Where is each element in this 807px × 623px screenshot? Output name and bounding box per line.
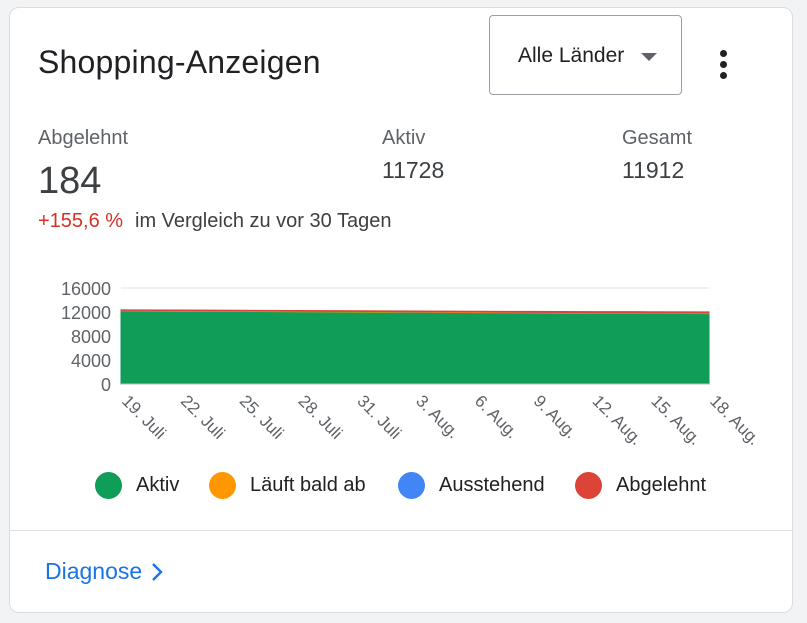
x-tick-label: 25. Juli — [236, 391, 288, 443]
y-tick-label: 12000 — [61, 303, 111, 323]
legend-label: Abgelehnt — [616, 473, 707, 496]
legend-item-rejected[interactable]: Abgelehnt — [575, 470, 706, 500]
x-tick-label: 3. Aug. — [412, 391, 463, 442]
x-tick-label: 15. Aug. — [647, 391, 705, 449]
legend-label: Aktiv — [136, 473, 180, 496]
footer-divider — [10, 530, 792, 531]
change-percent: +155,6 % — [38, 210, 124, 232]
legend-item-active[interactable]: Aktiv — [95, 470, 179, 500]
x-tick-label: 28. Juli — [295, 391, 347, 443]
legend-dot — [575, 471, 602, 499]
total-label: Gesamt — [622, 127, 693, 149]
legend-item-expiring[interactable]: Läuft bald ab — [209, 470, 366, 500]
diagnose-label: Diagnose — [45, 558, 143, 584]
legend-dot — [95, 471, 122, 499]
rejected-label: Abgelehnt — [38, 127, 129, 149]
x-tick-label: 31. Juli — [353, 391, 405, 443]
rejected-value: 184 — [38, 160, 102, 202]
dropdown-arrow-icon — [641, 53, 657, 61]
x-tick-label: 9. Aug. — [530, 391, 581, 442]
total-value: 11912 — [622, 157, 685, 183]
legend-label: Läuft bald ab — [250, 473, 366, 496]
legend-dot — [209, 471, 236, 499]
active-label: Aktiv — [382, 127, 426, 149]
country-select-value: Alle Länder — [518, 44, 625, 67]
y-tick-label: 4000 — [71, 351, 111, 371]
y-tick-label: 0 — [101, 375, 111, 395]
y-tick-label: 16000 — [61, 279, 111, 299]
x-tick-label: 18. Aug. — [706, 391, 764, 449]
legend-dot — [398, 471, 425, 499]
diagnose-link[interactable]: Diagnose — [45, 558, 164, 585]
y-tick-label: 8000 — [71, 327, 111, 347]
comparison-text: im Vergleich zu vor 30 Tagen — [135, 210, 392, 232]
more-vert-icon[interactable] — [710, 43, 738, 83]
country-select[interactable]: Alle Länder — [489, 15, 682, 95]
status-area-chart: 16000 12000 8000 4000 0 19. Juli 22. Juli 25. J… — [61, 279, 764, 449]
x-tick-label: 22. Juli — [177, 391, 229, 443]
legend-item-pending[interactable]: Ausstehend — [398, 470, 545, 500]
active-value: 11728 — [382, 157, 445, 183]
area-series-aktiv — [120, 310, 710, 385]
chevron-right-icon — [152, 562, 163, 581]
x-tick-label: 19. Juli — [118, 391, 170, 443]
area-series-abgelehnt — [120, 309, 710, 314]
x-tick-label: 12. Aug. — [589, 391, 647, 449]
card-title: Shopping-Anzeigen — [38, 44, 321, 80]
legend-label: Ausstehend — [439, 473, 545, 496]
x-tick-label: 6. Aug. — [471, 391, 522, 442]
shopping-ads-card: Shopping-Anzeigen Alle Länder Abgelehnt … — [9, 7, 793, 613]
